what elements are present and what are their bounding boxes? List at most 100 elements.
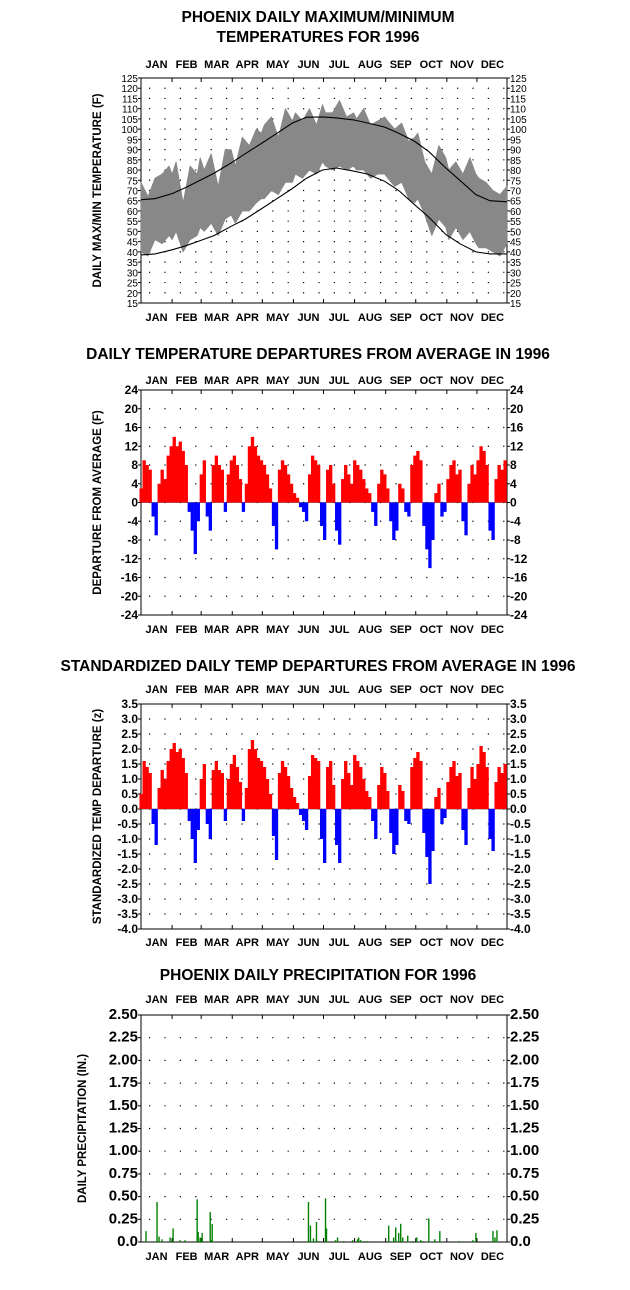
- y-tick-right: -16: [510, 571, 528, 585]
- month-label-bottom: MAR: [204, 312, 229, 324]
- y-tick-right: 60: [510, 207, 522, 218]
- month-label-bottom: AUG: [358, 937, 382, 949]
- data-bar: [416, 752, 420, 809]
- data-bar: [434, 493, 438, 503]
- month-label-bottom: MAR: [204, 937, 229, 949]
- data-bar: [187, 809, 191, 821]
- data-bar: [313, 758, 318, 809]
- data-bar: [197, 1232, 199, 1242]
- data-bar: [262, 767, 267, 809]
- y-tick-right: -0.5: [510, 817, 531, 831]
- y-tick-left: 30: [127, 268, 139, 279]
- data-bar: [503, 460, 507, 503]
- y-tick-left: 90: [127, 146, 139, 157]
- month-label-top: JUL: [329, 994, 350, 1006]
- month-label-top: OCT: [420, 375, 444, 387]
- data-bar: [362, 479, 366, 503]
- data-bar: [326, 469, 330, 503]
- chart-title: STANDARDIZED DAILY TEMP DEPARTURES FROM …: [60, 658, 575, 675]
- data-bar: [368, 797, 372, 809]
- month-label-bottom: DEC: [481, 1251, 504, 1263]
- data-bar: [437, 788, 441, 809]
- data-bar: [446, 782, 450, 809]
- month-label-top: JAN: [146, 684, 168, 696]
- data-bar: [307, 776, 312, 809]
- month-label-top: JUL: [329, 684, 350, 696]
- month-label-bottom: JUL: [329, 312, 350, 324]
- y-tick-left: 3.5: [121, 697, 138, 711]
- data-bar: [428, 809, 432, 884]
- y-tick-right: 15: [510, 299, 522, 310]
- data-bar: [458, 773, 462, 809]
- y-tick-right: 95: [510, 135, 522, 146]
- data-bar: [449, 465, 453, 503]
- y-tick-left: 12: [125, 439, 139, 453]
- data-bar: [277, 469, 282, 503]
- data-bar: [253, 749, 258, 809]
- data-bar: [307, 474, 312, 503]
- data-bar: [479, 446, 483, 503]
- data-bar: [440, 809, 444, 824]
- y-tick-left: -16: [121, 571, 139, 585]
- chart-1: PHOENIX DAILY MAXIMUM/MINIMUM TEMPERATURE…: [92, 9, 527, 324]
- data-bar: [199, 779, 203, 809]
- month-label-bottom: JUN: [297, 624, 319, 636]
- data-bar: [208, 502, 212, 531]
- data-bar: [353, 460, 357, 503]
- data-bar: [407, 809, 411, 824]
- y-tick-right: 1.5: [510, 757, 527, 771]
- data-bar: [309, 1225, 312, 1242]
- data-bar: [316, 761, 321, 809]
- data-bar: [211, 465, 215, 503]
- y-tick-left: 75: [127, 176, 139, 187]
- data-bar: [342, 1241, 345, 1242]
- data-bar: [158, 1236, 160, 1242]
- data-bar: [172, 436, 176, 503]
- data-bar: [365, 791, 369, 809]
- y-tick-right: 50: [510, 227, 522, 238]
- data-bar: [401, 791, 405, 809]
- y-tick-left: 55: [127, 217, 139, 228]
- data-bar: [425, 809, 429, 857]
- y-tick-right: 0.75: [510, 1165, 539, 1182]
- month-label-top: JUL: [329, 375, 350, 387]
- y-tick-right: 2.25: [510, 1029, 539, 1046]
- y-tick-left: 15: [127, 299, 139, 310]
- data-bar: [443, 502, 447, 512]
- month-label-top: APR: [236, 684, 259, 696]
- y-tick-left: 40: [127, 248, 139, 259]
- y-tick-right: 3.5: [510, 697, 527, 711]
- y-tick-right: -2.5: [510, 877, 531, 891]
- data-bar: [319, 502, 324, 526]
- data-bar: [422, 809, 426, 833]
- data-bar: [428, 502, 432, 569]
- y-tick-left: 110: [122, 105, 138, 116]
- data-bar: [154, 502, 158, 536]
- y-tick-left: 120: [121, 84, 138, 95]
- data-bar: [313, 460, 318, 503]
- month-label-top: FEB: [176, 59, 198, 71]
- data-bar: [265, 474, 270, 503]
- data-bar: [400, 1223, 402, 1242]
- y-tick-right: 115: [510, 94, 526, 105]
- data-bar: [232, 455, 237, 503]
- data-bar: [383, 474, 387, 503]
- data-bar: [491, 502, 495, 540]
- month-label-bottom: MAR: [204, 1251, 229, 1263]
- data-bar: [336, 1237, 339, 1242]
- y-tick-right: 1.50: [510, 1097, 539, 1114]
- data-bar: [280, 460, 285, 503]
- y-tick-left: 105: [121, 115, 138, 126]
- y-tick-right: -3.0: [510, 892, 531, 906]
- data-bar: [365, 488, 369, 503]
- data-bar: [404, 809, 408, 821]
- data-bar: [317, 1241, 320, 1242]
- data-bar: [265, 779, 270, 809]
- data-bar: [196, 502, 200, 522]
- data-bar: [350, 483, 354, 503]
- data-bar: [473, 474, 477, 503]
- data-bar: [139, 488, 143, 503]
- data-bar: [253, 446, 258, 503]
- data-bar: [175, 446, 179, 503]
- data-bar: [200, 1240, 202, 1242]
